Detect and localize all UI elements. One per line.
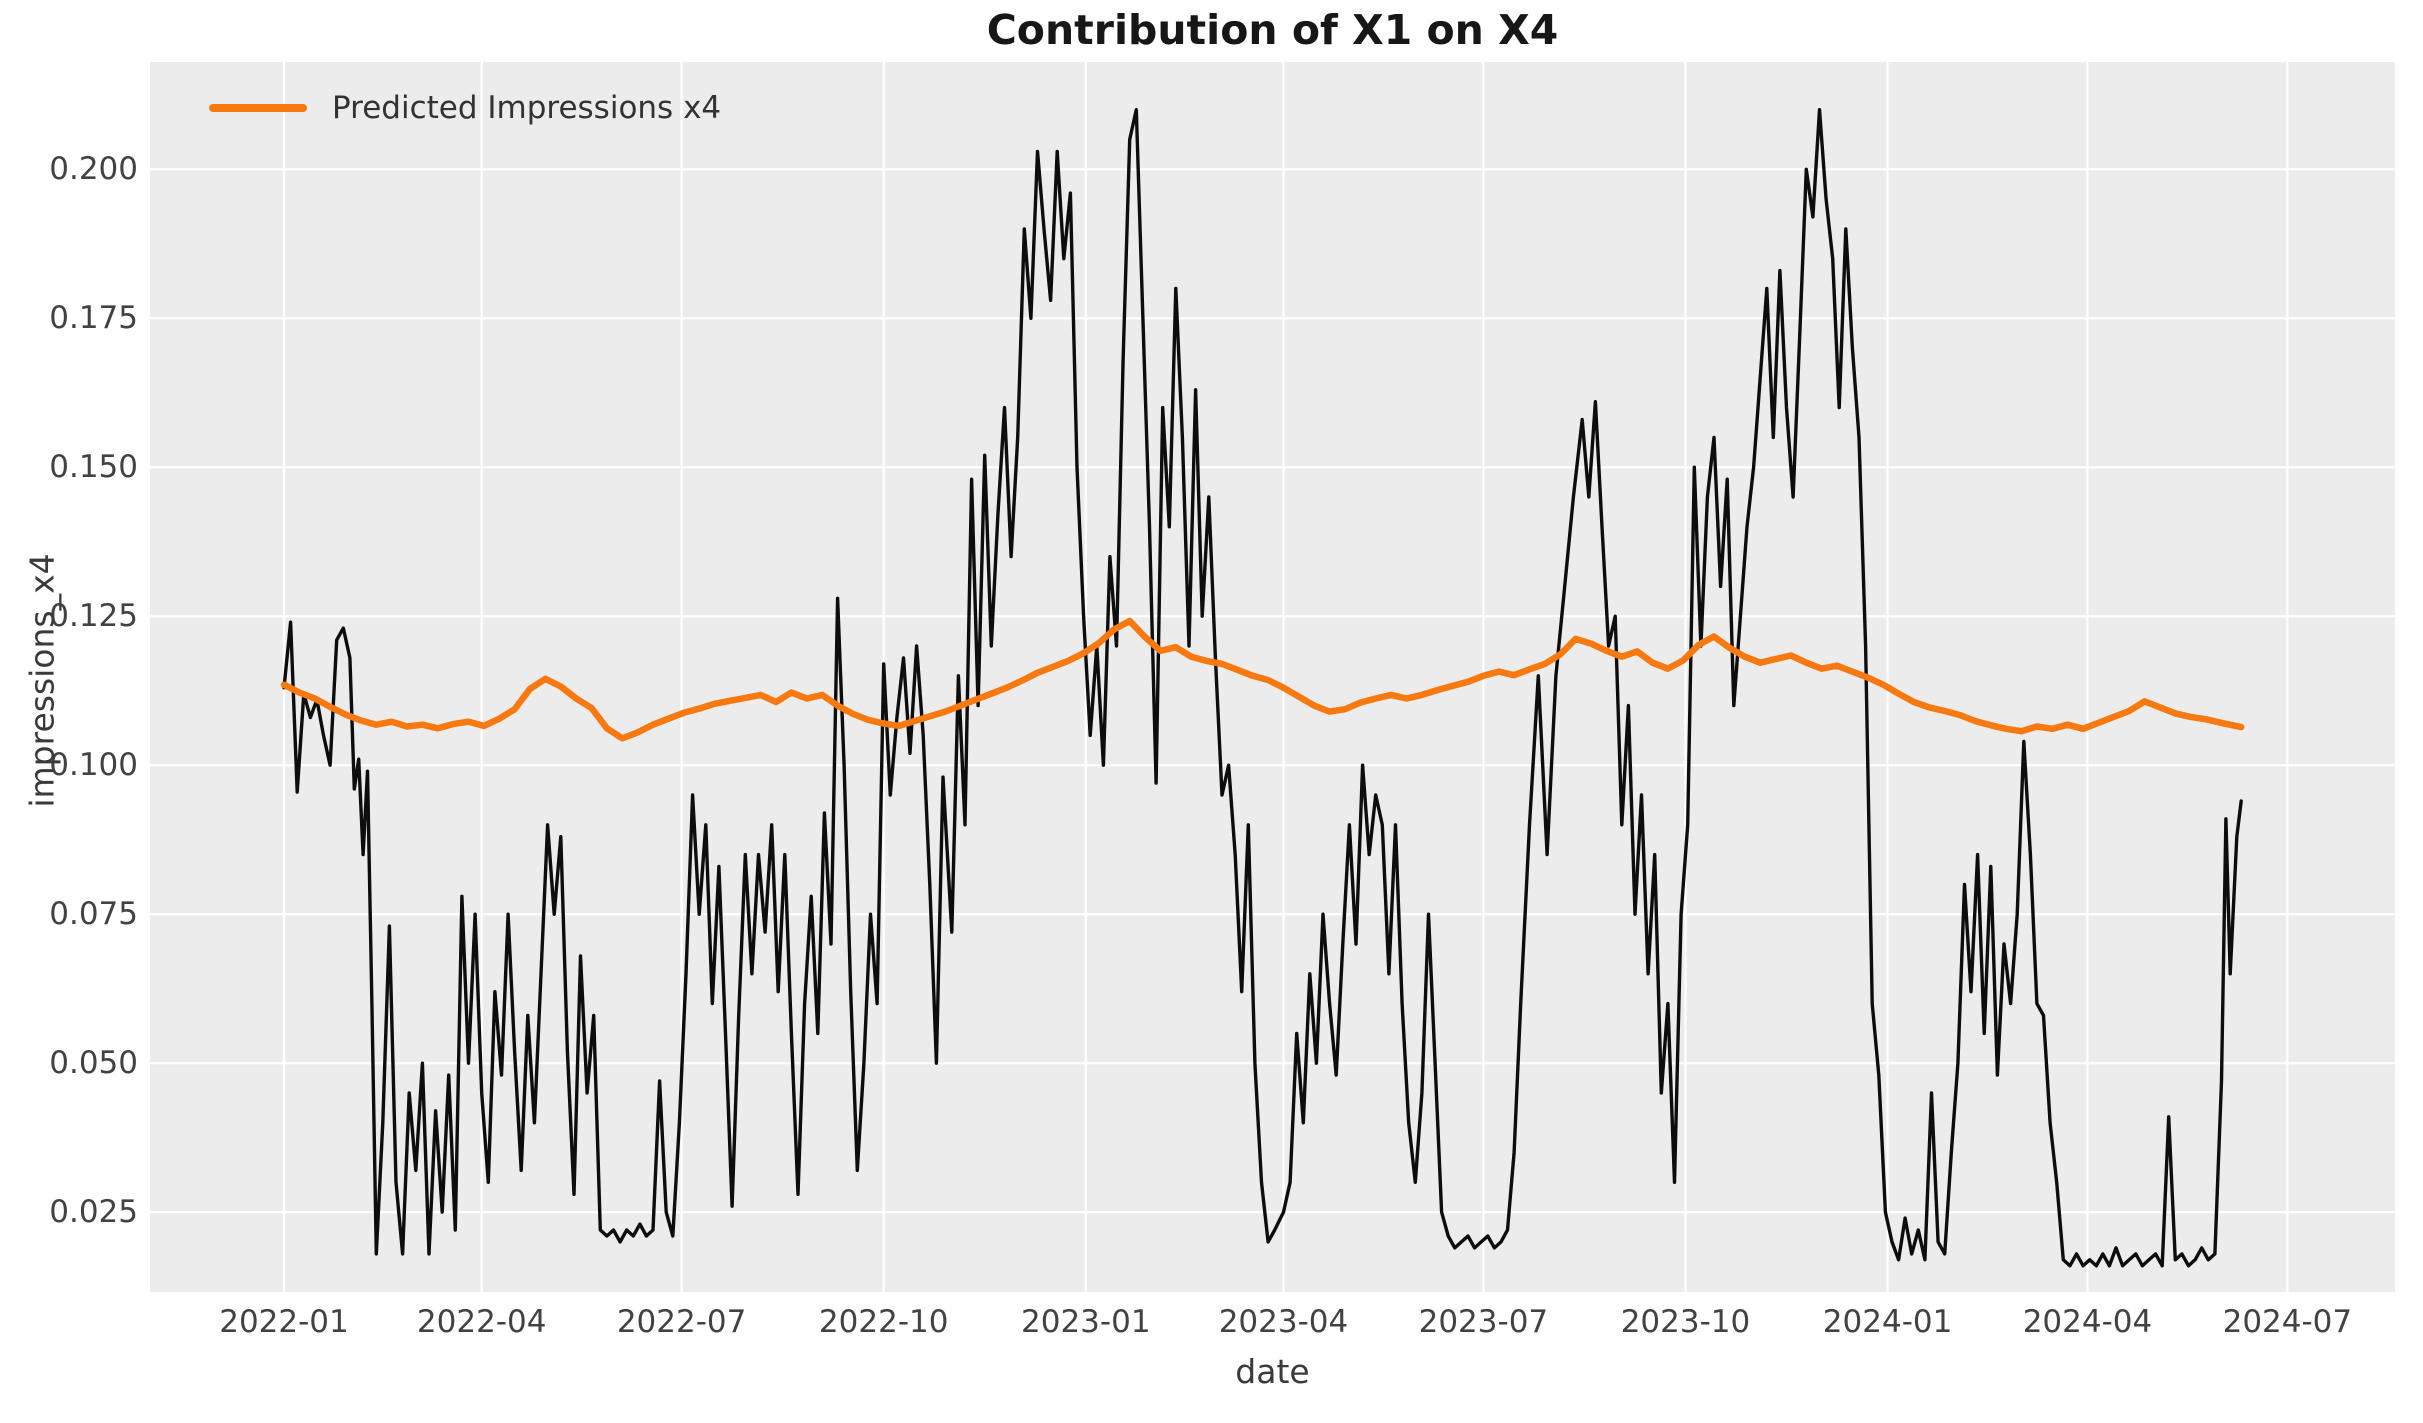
y-tick-label: 0.075 <box>49 896 138 933</box>
legend-line-swatch <box>209 104 307 112</box>
chart-title: Contribution of X1 on X4 <box>986 6 1559 54</box>
x-tick-label: 2024-04 <box>2022 1304 2153 1340</box>
legend: Predicted Impressions x4 <box>208 90 721 126</box>
x-tick-label: 2023-04 <box>1218 1304 1349 1340</box>
y-tick-label: 0.150 <box>49 449 138 486</box>
x-tick-label: 2022-07 <box>616 1304 747 1340</box>
x-tick-label: 2024-07 <box>2222 1304 2353 1340</box>
y-tick-label: 0.200 <box>49 151 138 188</box>
y-tick-label: 0.175 <box>49 300 138 337</box>
series-line-actual_impressions_x4 <box>282 108 2243 1268</box>
y-axis-label: impressions_x4 <box>22 553 62 808</box>
x-tick-label: 2022-10 <box>818 1304 949 1340</box>
x-tick-label: 2022-01 <box>219 1304 349 1340</box>
x-tick-label: 2023-07 <box>1418 1304 1549 1340</box>
y-tick-label: 0.025 <box>49 1194 138 1231</box>
plot-canvas <box>150 62 2395 1292</box>
y-tick-label: 0.125 <box>49 598 138 635</box>
x-tick-label: 2024-01 <box>1822 1304 1953 1340</box>
series-line-predicted_impressions_x4 <box>280 617 2245 742</box>
y-tick-label: 0.050 <box>49 1045 138 1082</box>
x-axis-label: date <box>1235 1352 1310 1391</box>
x-tick-label: 2023-10 <box>1620 1304 1751 1340</box>
x-tick-label: 2022-04 <box>416 1304 547 1340</box>
x-tick-label: 2023-01 <box>1021 1304 1151 1340</box>
y-tick-label: 0.100 <box>49 747 138 784</box>
legend-label-predicted: Predicted Impressions x4 <box>332 90 722 126</box>
plot-area: Predicted Impressions x4 <box>150 62 2395 1292</box>
